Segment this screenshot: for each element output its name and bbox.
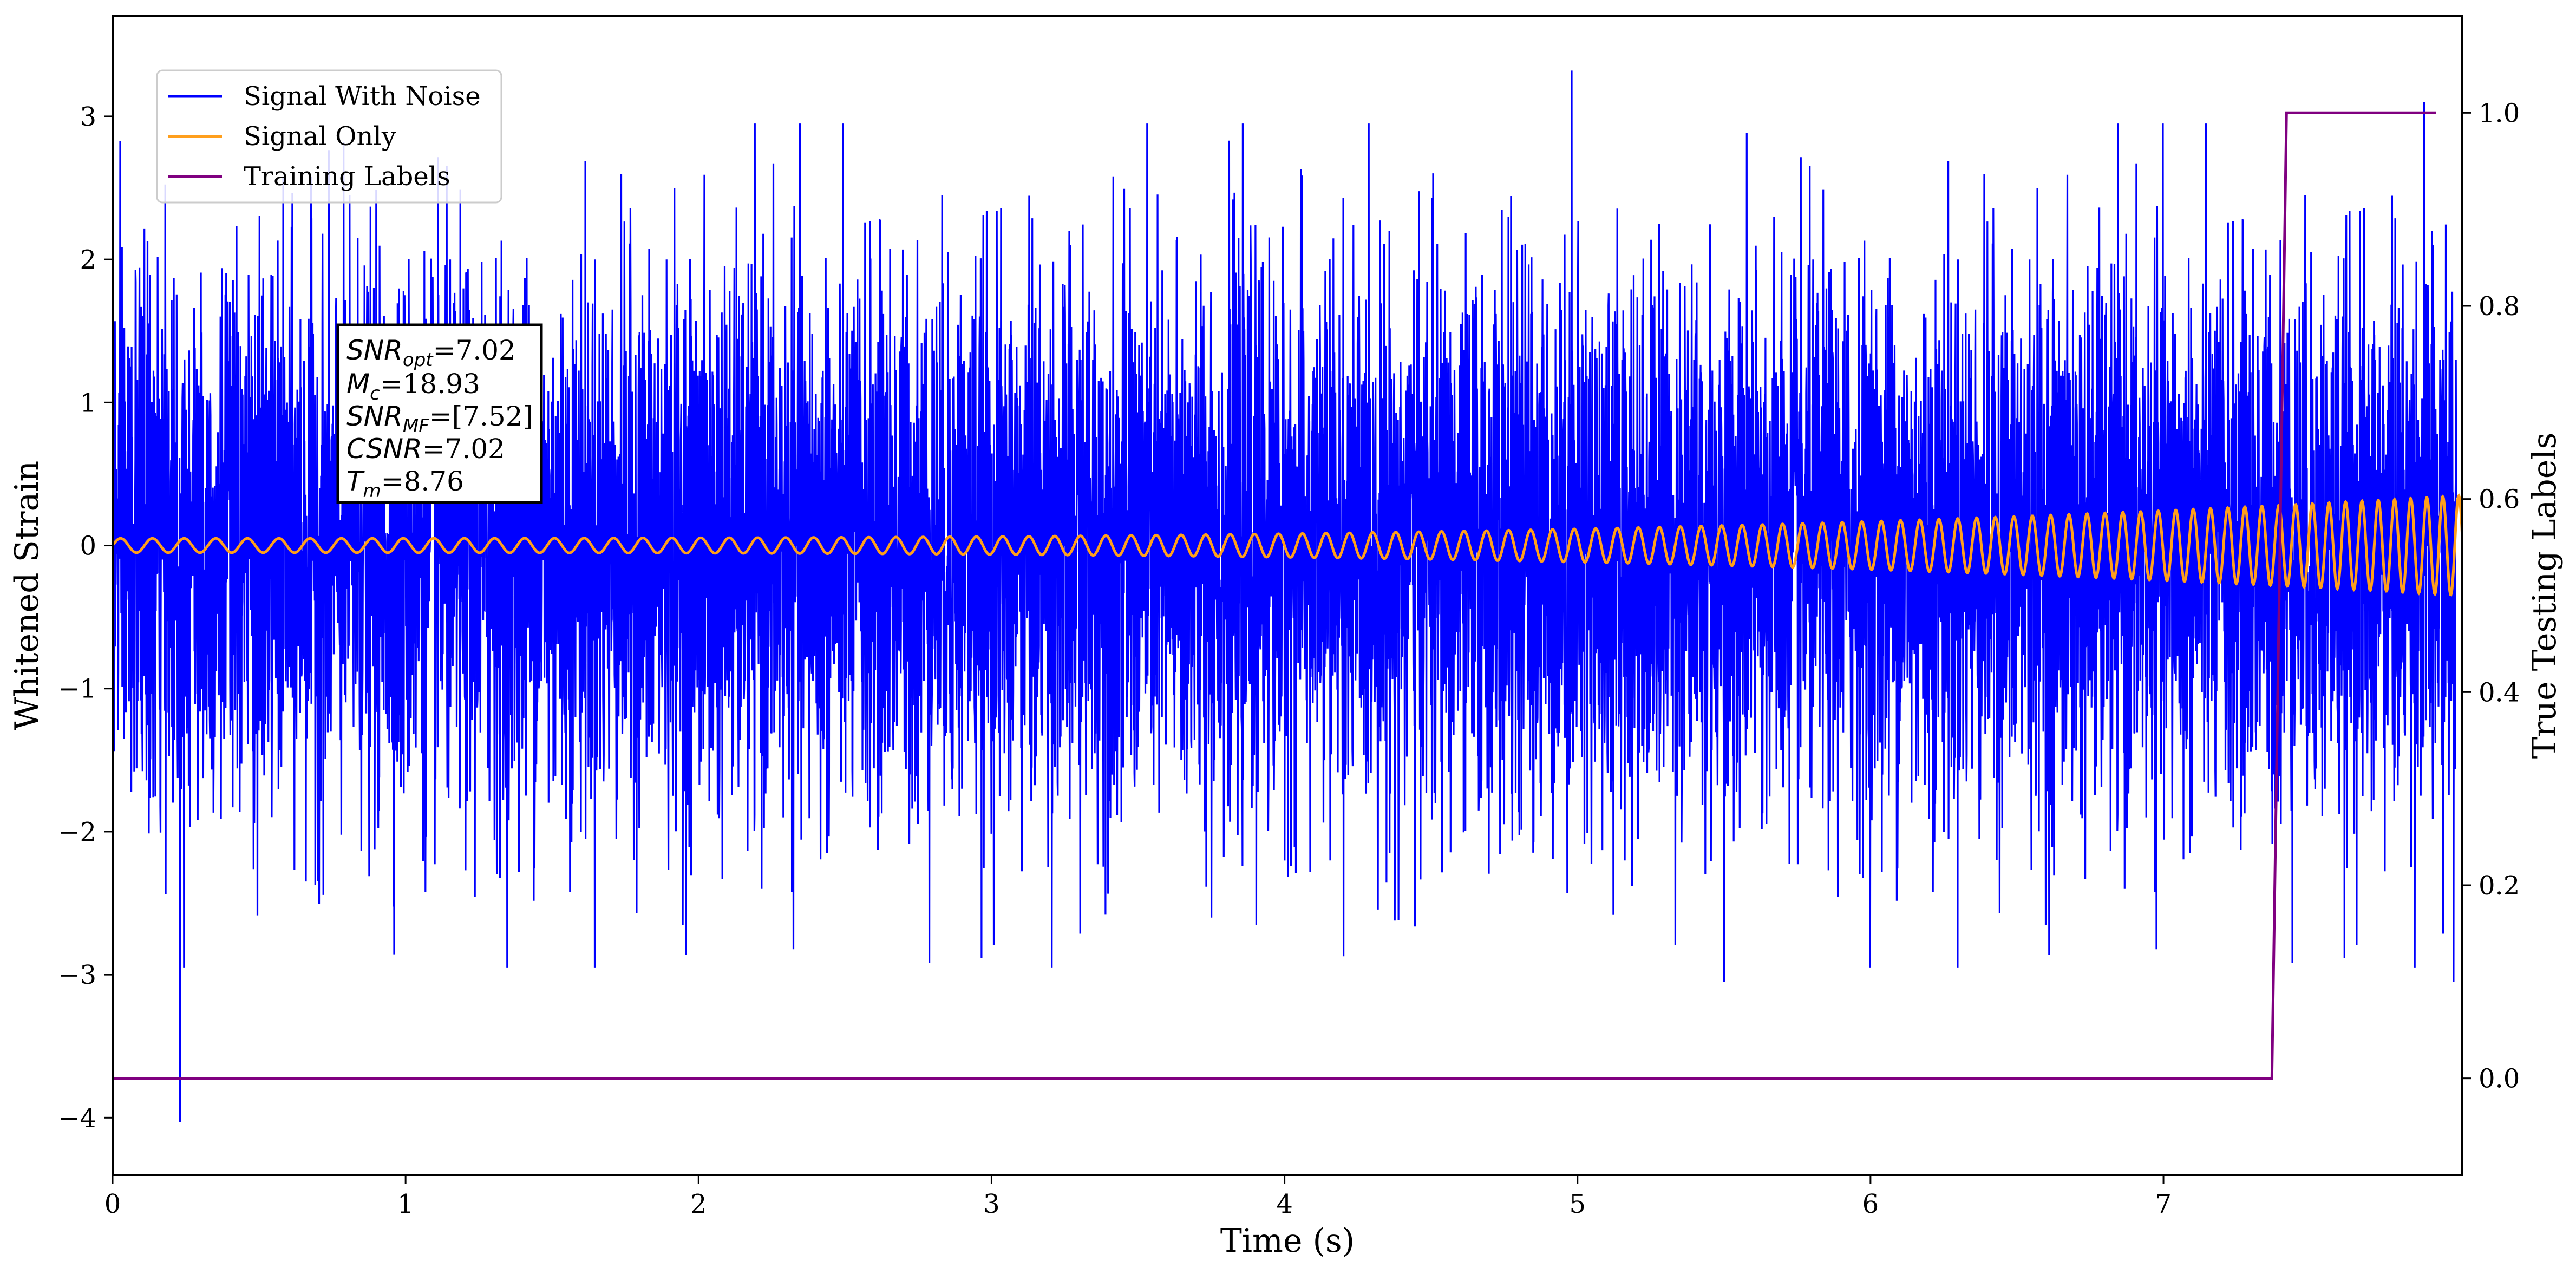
x-tick-label: 3 (983, 1189, 1000, 1219)
y2-axis-label: True Testing Labels (2526, 433, 2564, 759)
series-signal-only (113, 493, 2462, 597)
y2-tick-label: 1.0 (2479, 98, 2520, 128)
y-tick-label: −4 (58, 1103, 96, 1133)
y-tick-label: 1 (80, 388, 96, 418)
y-tick-label: 0 (80, 531, 96, 561)
annotation-line-tm: Tm=8.76 (346, 466, 464, 502)
annotation-frame (336, 323, 543, 504)
annotation-box: SNRopt=7.02 Mc=18.93 SNRMF=[7.52] CSNR=7… (336, 323, 543, 504)
legend-label: Signal With Noise (244, 81, 481, 112)
annotation-line-snr-mf: SNRMF=[7.52] (346, 401, 533, 437)
legend-item: Signal Only (168, 121, 396, 152)
x-tick-label: 1 (397, 1189, 414, 1219)
x-tick-label: 0 (104, 1189, 121, 1219)
y-tick-label: 3 (80, 102, 96, 132)
y-tick-label: 2 (80, 245, 96, 275)
y-tick-label: −3 (58, 960, 96, 990)
series-signal-with-noise (113, 70, 2457, 1122)
y-axis-ticks: 3 2 1 0 −1 −2 −3 −4 (58, 102, 113, 1133)
y2-tick-label: 0.2 (2479, 871, 2520, 901)
x-axis-ticks: 0 1 2 3 4 5 6 7 (104, 1175, 2172, 1219)
annotation-line-csnr: CSNR=7.02 (346, 433, 505, 465)
legend-item: Training Labels (168, 161, 450, 192)
y2-tick-label: 0.4 (2479, 677, 2520, 708)
x-tick-label: 4 (1276, 1189, 1293, 1219)
y-axis-label: Whitened Strain (8, 461, 46, 730)
y-tick-label: −1 (58, 674, 96, 704)
x-tick-label: 7 (2155, 1189, 2172, 1219)
y2-axis-ticks: 1.0 0.8 0.6 0.4 0.2 0.0 (2462, 98, 2520, 1094)
series-layer (113, 70, 2462, 1122)
y-tick-label: −2 (58, 817, 96, 847)
legend-item: Signal With Noise (168, 81, 481, 112)
legend-box (156, 69, 502, 204)
plot-frame (112, 15, 2463, 1176)
legend: Signal With Noise Signal Only Training L… (156, 69, 502, 204)
x-tick-label: 6 (1862, 1189, 1879, 1219)
x-tick-label: 5 (1569, 1189, 1586, 1219)
y2-tick-label: 0.6 (2479, 485, 2520, 515)
annotation-line-snr-opt: SNRopt=7.02 (346, 335, 516, 371)
series-training-labels (113, 111, 2436, 1080)
y2-tick-label: 0.0 (2479, 1064, 2520, 1094)
x-tick-label: 2 (690, 1189, 707, 1219)
x-axis-label: Time (s) (1220, 1222, 1355, 1260)
annotation-line-mc: Mc=18.93 (346, 368, 480, 404)
legend-label: Signal Only (244, 121, 396, 152)
y2-tick-label: 0.8 (2479, 291, 2520, 322)
legend-label: Training Labels (244, 161, 450, 192)
